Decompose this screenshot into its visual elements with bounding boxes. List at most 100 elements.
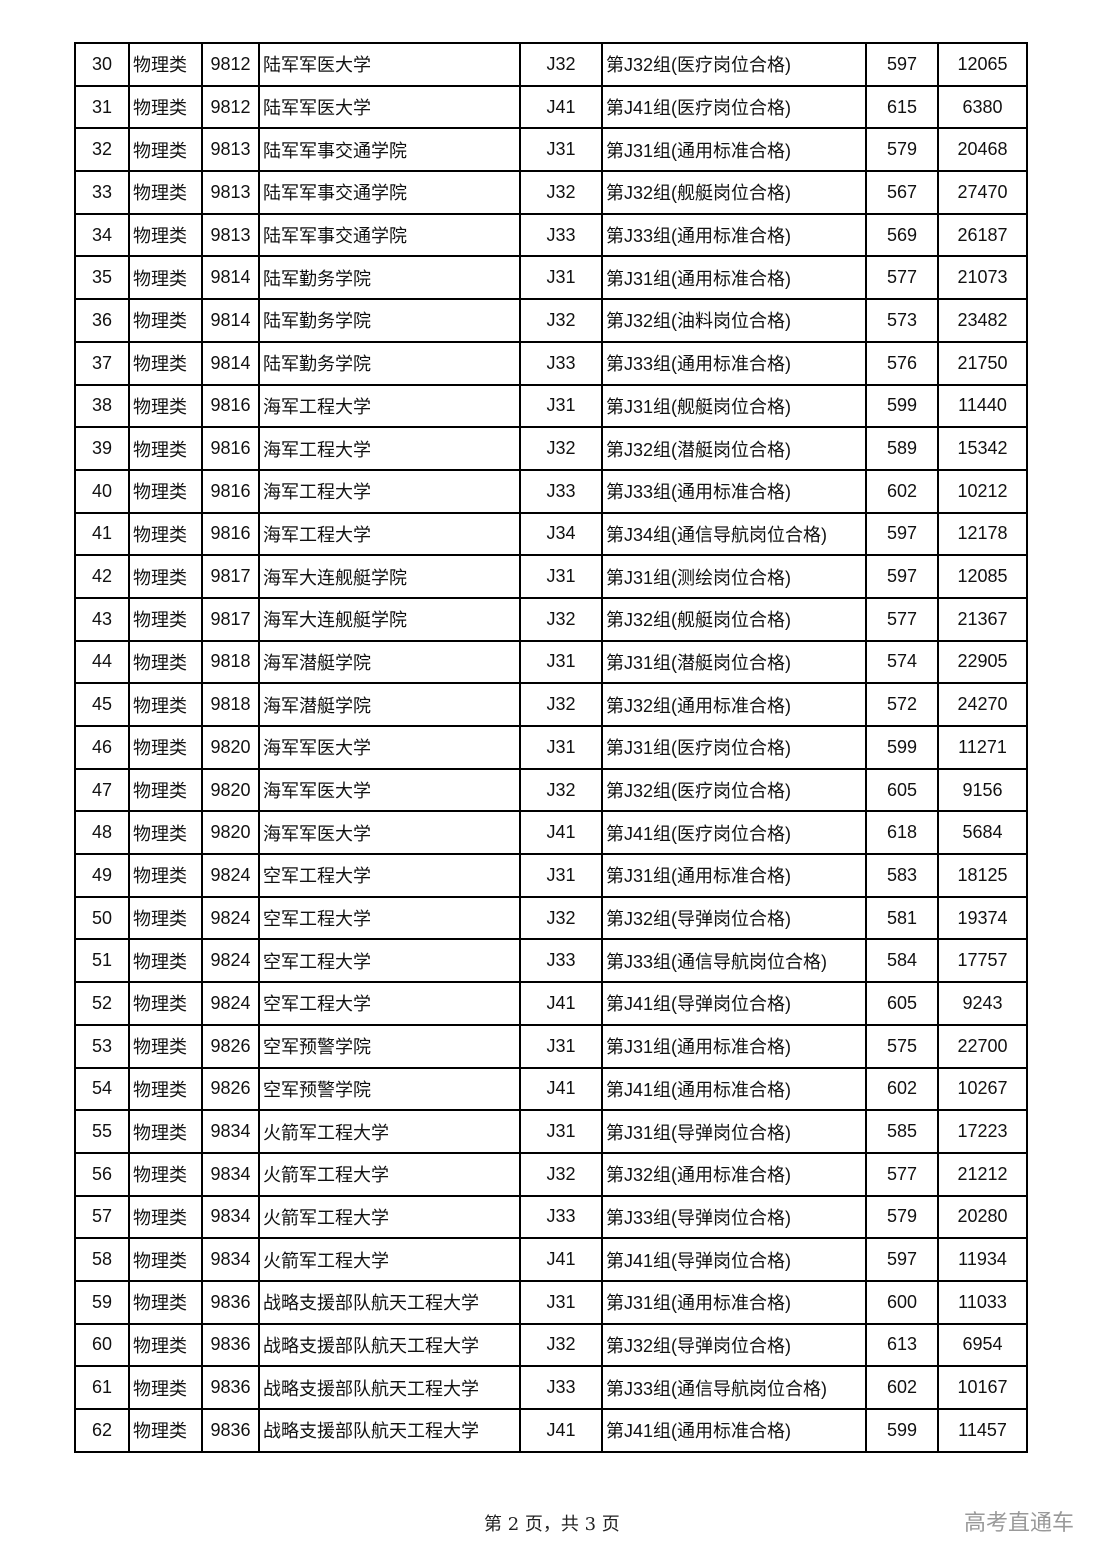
row-index-cell: 44 [74, 639, 130, 685]
school-code-cell: 9824 [201, 895, 260, 941]
table-row: 51 物理类 9824 空军工程大学 J33 第J33组(通信导航岗位合格) 584 1775… [74, 938, 1028, 984]
school-name-cell: 空军预警学院 [258, 1023, 521, 1069]
group-name-cell: 第J32组(通用标准合格) [601, 1151, 867, 1197]
group-name-cell: 第J41组(导弹岗位合格) [601, 981, 867, 1026]
group-name-cell: 第J31组(潜艇岗位合格) [601, 639, 867, 685]
group-code-cell: J33 [519, 1365, 603, 1410]
row-index-cell: 53 [74, 1023, 130, 1069]
table-row: 44 物理类 9818 海军潜艇学院 J31 第J31组(潜艇岗位合格) 574 22905 [74, 639, 1028, 685]
group-name-cell: 第J31组(舰艇岗位合格) [601, 383, 867, 429]
min-rank-cell: 18125 [937, 853, 1028, 898]
school-code-cell: 9826 [201, 1066, 260, 1112]
school-code-cell: 9816 [201, 426, 260, 471]
school-code-cell: 9818 [201, 639, 260, 685]
school-name-cell: 陆军军事交通学院 [258, 127, 521, 173]
min-score-cell: 597 [865, 1237, 939, 1282]
min-score-cell: 613 [865, 1322, 939, 1368]
min-score-cell: 599 [865, 1408, 939, 1453]
group-name-cell: 第J31组(通用标准合格) [601, 255, 867, 301]
min-score-cell: 576 [865, 340, 939, 386]
row-index-cell: 59 [74, 1279, 130, 1325]
subject-category-cell: 物理类 [128, 42, 203, 87]
group-code-cell: J32 [519, 1322, 603, 1368]
group-code-cell: J41 [519, 1237, 603, 1282]
min-score-cell: 579 [865, 127, 939, 173]
min-rank-cell: 24270 [937, 682, 1028, 727]
group-name-cell: 第J33组(导弹岗位合格) [601, 1194, 867, 1240]
subject-category-cell: 物理类 [128, 426, 203, 471]
min-score-cell: 597 [865, 511, 939, 557]
group-name-cell: 第J32组(导弹岗位合格) [601, 1322, 867, 1368]
school-name-cell: 战略支援部队航天工程大学 [258, 1279, 521, 1325]
row-index-cell: 56 [74, 1151, 130, 1197]
group-name-cell: 第J31组(通用标准合格) [601, 1023, 867, 1069]
table-row: 46 物理类 9820 海军军医大学 J31 第J31组(医疗岗位合格) 599 11271 [74, 725, 1028, 770]
row-index-cell: 42 [74, 554, 130, 599]
subject-category-cell: 物理类 [128, 895, 203, 941]
school-name-cell: 海军军医大学 [258, 725, 521, 770]
table-row: 33 物理类 9813 陆军军事交通学院 J32 第J32组(舰艇岗位合格) 567 2747… [74, 170, 1028, 215]
min-rank-cell: 9243 [937, 981, 1028, 1026]
group-code-cell: J41 [519, 1066, 603, 1112]
group-name-cell: 第J41组(通用标准合格) [601, 1066, 867, 1112]
min-score-cell: 618 [865, 810, 939, 856]
group-code-cell: J31 [519, 725, 603, 770]
subject-category-cell: 物理类 [128, 725, 203, 770]
min-score-cell: 589 [865, 426, 939, 471]
group-code-cell: J33 [519, 938, 603, 984]
subject-category-cell: 物理类 [128, 255, 203, 301]
group-name-cell: 第J34组(通信导航岗位合格) [601, 511, 867, 557]
school-code-cell: 9814 [201, 298, 260, 343]
min-rank-cell: 21750 [937, 340, 1028, 386]
min-score-cell: 577 [865, 1151, 939, 1197]
subject-category-cell: 物理类 [128, 639, 203, 685]
min-score-cell: 569 [865, 212, 939, 258]
school-name-cell: 陆军军医大学 [258, 84, 521, 130]
school-code-cell: 9820 [201, 810, 260, 856]
group-name-cell: 第J41组(医疗岗位合格) [601, 810, 867, 856]
group-code-cell: J41 [519, 981, 603, 1026]
row-index-cell: 61 [74, 1365, 130, 1410]
table-row: 62 物理类 9836 战略支援部队航天工程大学 J41 第J41组(通用标准合格) 599… [74, 1408, 1028, 1453]
school-name-cell: 海军大连舰艇学院 [258, 596, 521, 642]
table-row: 45 物理类 9818 海军潜艇学院 J32 第J32组(通用标准合格) 572 24270 [74, 682, 1028, 727]
min-rank-cell: 9156 [937, 767, 1028, 813]
school-code-cell: 9813 [201, 170, 260, 215]
subject-category-cell: 物理类 [128, 383, 203, 429]
table-row: 35 物理类 9814 陆军勤务学院 J31 第J31组(通用标准合格) 577 21073 [74, 255, 1028, 301]
group-name-cell: 第J31组(通用标准合格) [601, 1279, 867, 1325]
group-code-cell: J31 [519, 383, 603, 429]
table-row: 61 物理类 9836 战略支援部队航天工程大学 J33 第J33组(通信导航岗位合格) 6… [74, 1365, 1028, 1410]
group-code-cell: J41 [519, 810, 603, 856]
school-code-cell: 9820 [201, 725, 260, 770]
subject-category-cell: 物理类 [128, 340, 203, 386]
min-rank-cell: 10212 [937, 468, 1028, 514]
row-index-cell: 62 [74, 1408, 130, 1453]
group-code-cell: J32 [519, 170, 603, 215]
min-rank-cell: 6954 [937, 1322, 1028, 1368]
row-index-cell: 54 [74, 1066, 130, 1112]
group-code-cell: J32 [519, 895, 603, 941]
min-rank-cell: 23482 [937, 298, 1028, 343]
table-row: 37 物理类 9814 陆军勤务学院 J33 第J33组(通用标准合格) 576 21750 [74, 340, 1028, 386]
school-name-cell: 空军工程大学 [258, 938, 521, 984]
min-score-cell: 574 [865, 639, 939, 685]
row-index-cell: 52 [74, 981, 130, 1026]
group-name-cell: 第J41组(医疗岗位合格) [601, 84, 867, 130]
table-row: 49 物理类 9824 空军工程大学 J31 第J31组(通用标准合格) 583 18125 [74, 853, 1028, 898]
min-score-cell: 605 [865, 767, 939, 813]
school-name-cell: 战略支援部队航天工程大学 [258, 1365, 521, 1410]
min-rank-cell: 11440 [937, 383, 1028, 429]
min-rank-cell: 21073 [937, 255, 1028, 301]
school-name-cell: 陆军勤务学院 [258, 255, 521, 301]
table-row: 48 物理类 9820 海军军医大学 J41 第J41组(医疗岗位合格) 618 5684 [74, 810, 1028, 856]
group-code-cell: J31 [519, 853, 603, 898]
school-name-cell: 陆军勤务学院 [258, 298, 521, 343]
row-index-cell: 40 [74, 468, 130, 514]
min-rank-cell: 27470 [937, 170, 1028, 215]
min-rank-cell: 11271 [937, 725, 1028, 770]
row-index-cell: 35 [74, 255, 130, 301]
group-name-cell: 第J41组(导弹岗位合格) [601, 1237, 867, 1282]
school-name-cell: 海军军医大学 [258, 767, 521, 813]
group-code-cell: J31 [519, 1279, 603, 1325]
